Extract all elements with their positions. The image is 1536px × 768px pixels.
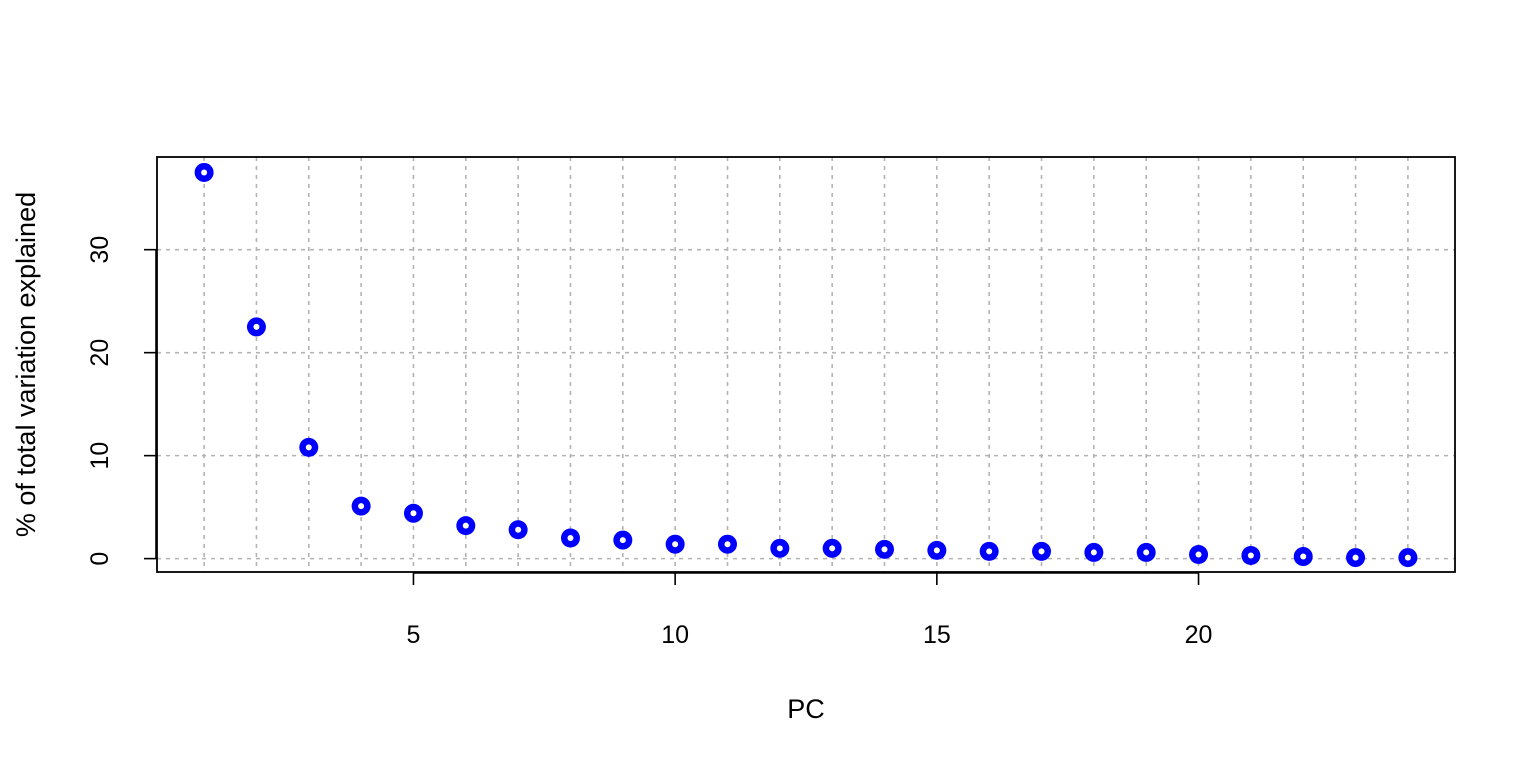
data-point — [1084, 542, 1104, 562]
plot-frame — [156, 156, 1456, 573]
y-axis-title: % of total variation explained — [11, 192, 41, 537]
x-tick-label: 10 — [661, 621, 689, 649]
data-point — [665, 534, 685, 554]
data-point — [979, 541, 999, 561]
y-axis: 0 10 20 30 — [86, 236, 157, 566]
data-point — [1136, 542, 1156, 562]
data-point — [822, 538, 842, 558]
y-tick-label: 10 — [86, 442, 114, 470]
x-tick-label: 5 — [407, 621, 421, 649]
data-points — [194, 162, 1418, 568]
grid-lines — [157, 157, 1455, 572]
y-tick-label: 0 — [86, 552, 114, 566]
data-point — [927, 540, 947, 560]
data-point — [1032, 541, 1052, 561]
data-point — [1241, 546, 1261, 566]
y-tick-label: 30 — [86, 236, 114, 264]
data-point — [770, 538, 790, 558]
data-point — [194, 162, 214, 182]
data-point — [403, 503, 423, 523]
x-tick-label: 20 — [1185, 621, 1213, 649]
data-point — [299, 437, 319, 457]
data-point — [560, 528, 580, 548]
x-axis-title: PC — [787, 694, 825, 724]
data-point — [1346, 548, 1366, 568]
data-point — [717, 534, 737, 554]
y-tick-label: 20 — [86, 339, 114, 367]
x-axis: 5 10 15 20 — [407, 572, 1213, 649]
data-point — [351, 496, 371, 516]
data-point — [1293, 547, 1313, 567]
data-point — [875, 539, 895, 559]
data-point — [613, 530, 633, 550]
data-point — [456, 516, 476, 536]
data-point — [246, 317, 266, 337]
data-point — [508, 520, 528, 540]
data-point — [1398, 548, 1418, 568]
x-tick-label: 15 — [923, 621, 951, 649]
data-point — [1189, 544, 1209, 564]
